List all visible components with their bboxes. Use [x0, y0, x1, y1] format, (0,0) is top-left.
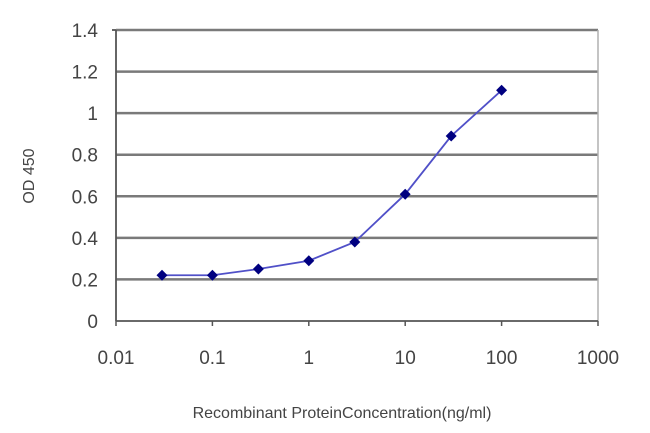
gridlines: [116, 28, 598, 281]
y-tick-label: 1: [87, 104, 98, 125]
data-series: [156, 84, 508, 281]
x-tick-label: 10: [395, 348, 416, 369]
data-point-marker: [206, 269, 218, 281]
data-point-marker: [349, 236, 361, 248]
x-axis-label: Recombinant ProteinConcentration(ng/ml): [193, 405, 492, 422]
y-tick-label: 0.2: [72, 270, 98, 291]
data-point-marker: [445, 130, 457, 142]
y-tick-label: 0.6: [72, 187, 98, 208]
x-tick-label: 1: [304, 348, 315, 369]
y-tick-label: 0.4: [72, 229, 99, 250]
data-point-marker: [156, 269, 168, 281]
x-tick-label: 0.1: [199, 348, 225, 369]
data-point-marker: [303, 255, 315, 267]
y-tick-label: 1.4: [72, 21, 99, 42]
y-tick-label: 1.2: [72, 63, 98, 84]
y-tick-label: 0.8: [72, 146, 98, 167]
x-tick-label: 1000: [577, 348, 619, 369]
data-point-marker: [496, 84, 508, 96]
data-point-marker: [399, 188, 411, 200]
x-tick-label: 0.01: [98, 348, 135, 369]
y-tick-label: 0: [87, 312, 98, 333]
axes: [112, 29, 599, 326]
y-tick-labels: 0 0.2 0.4 0.6 0.8 1 1.2 1.4: [72, 21, 99, 333]
y-axis-label: OD 450: [21, 148, 38, 203]
x-tick-label: 100: [486, 348, 518, 369]
series-line: [161, 89, 503, 277]
data-point-marker: [252, 263, 264, 275]
x-tick-labels: 0.01 0.1 1 10 100 1000: [98, 348, 620, 369]
